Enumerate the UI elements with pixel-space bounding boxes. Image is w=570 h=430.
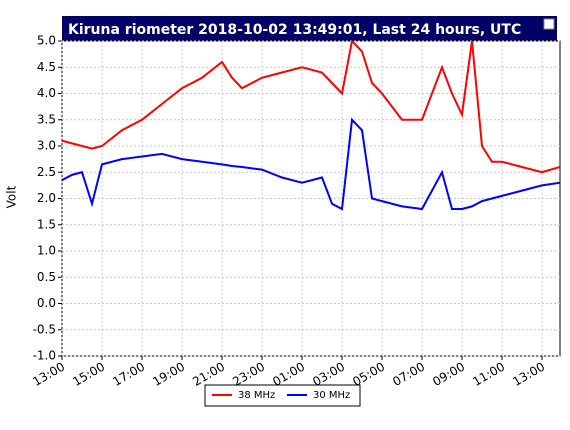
y-tick-label: 5.0 xyxy=(37,34,56,48)
y-tick-label: 1.5 xyxy=(37,217,56,231)
y-tick-label: 3.0 xyxy=(37,139,56,153)
x-tick-label: 13:00 xyxy=(30,360,67,389)
x-tick-label: 13:00 xyxy=(510,360,547,389)
x-tick-label: 07:00 xyxy=(390,360,427,389)
legend-label: 38 MHz xyxy=(238,390,275,401)
x-tick-label: 19:00 xyxy=(150,360,187,389)
series-line xyxy=(62,117,560,211)
y-axis-label: Volt xyxy=(5,185,19,208)
y-tick-label: -0.5 xyxy=(33,322,56,336)
y-tick-label: 0.0 xyxy=(37,296,56,310)
y-tick-label: 2.0 xyxy=(37,191,56,205)
legend-label: 30 MHz xyxy=(313,390,350,401)
y-tick-label: 1.0 xyxy=(37,244,56,258)
y-tick-label: -1.0 xyxy=(33,349,56,363)
x-tick-label: 05:00 xyxy=(350,360,387,389)
y-tick-label: 0.5 xyxy=(37,270,56,284)
y-tick-label: 4.0 xyxy=(37,86,56,100)
legend xyxy=(204,384,361,407)
y-tick-label: 2.5 xyxy=(37,165,56,179)
icon[interactable] xyxy=(543,18,555,30)
y-tick-label: 3.5 xyxy=(37,112,56,126)
x-tick-label: 11:00 xyxy=(470,360,507,389)
x-tick-label: 15:00 xyxy=(70,360,107,389)
x-tick-label: 09:00 xyxy=(430,360,467,389)
chart-title: Kiruna riometer 2018-10-02 13:49:01, Las… xyxy=(68,22,521,38)
title-bar xyxy=(62,16,557,41)
x-tick-label: 17:00 xyxy=(110,360,147,389)
y-tick-label: 4.5 xyxy=(37,60,56,74)
series-line xyxy=(62,41,560,174)
